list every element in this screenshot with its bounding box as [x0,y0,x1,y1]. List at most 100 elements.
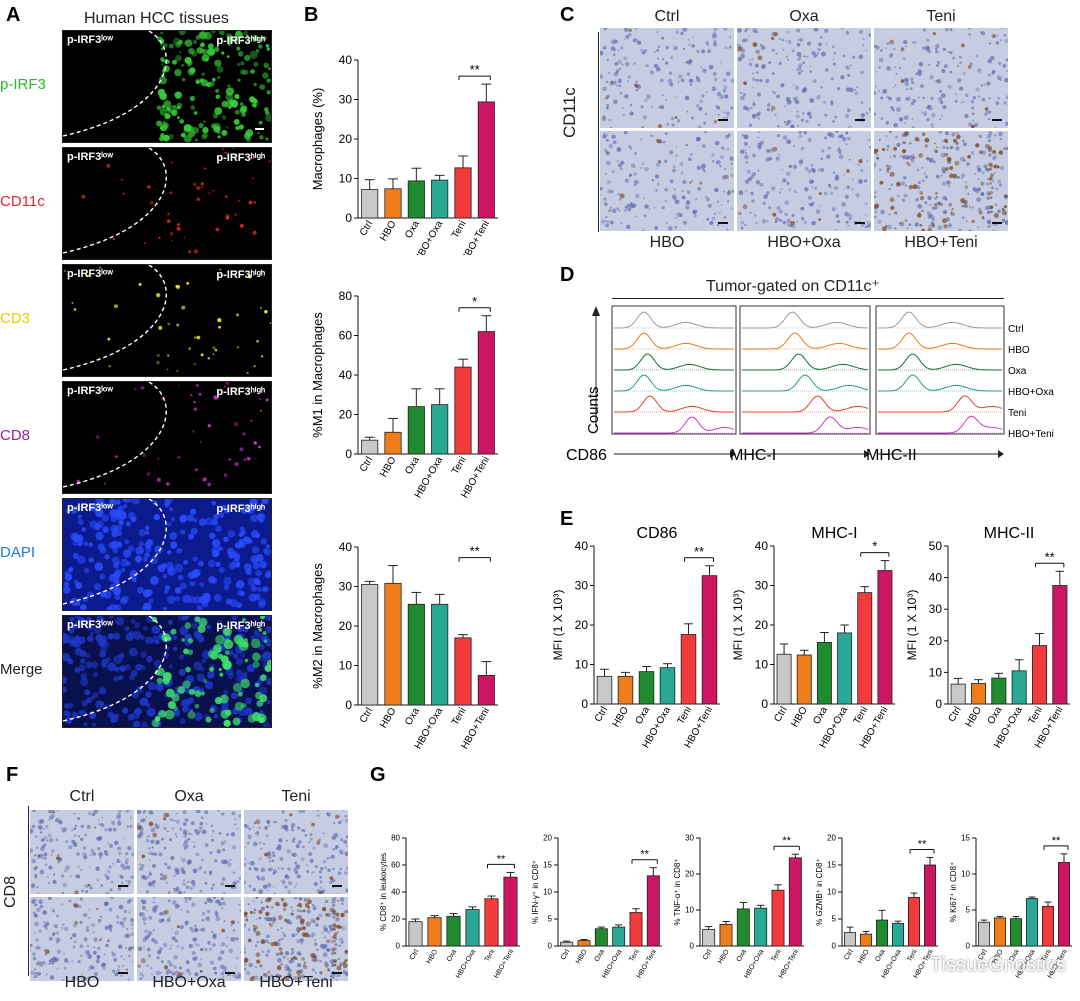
bar [908,897,921,947]
panel-letter-g: G [370,764,386,786]
y-tick-label: 20 [391,915,400,924]
category-label: Teni [484,948,497,963]
histogram-trace [614,332,734,350]
category-label: Oxa [986,705,1005,727]
panel-letter-b: B [304,4,319,26]
boundary-line [63,382,167,488]
row-label-5: Merge [0,660,43,678]
category-label: Teni [675,705,694,726]
chart-title: MHC-II [984,525,1035,542]
category-label: Teni [1026,705,1045,726]
y-tick-label: 30 [339,580,353,594]
label-high: p-IRF3ʰⁱᵍʰ [216,35,265,47]
label-low: p-IRF3ˡᵒʷ [67,34,114,46]
bar [680,634,697,705]
bar [950,683,966,705]
histogram-frame [611,305,737,435]
category-label: Oxa [446,948,459,963]
chart-title: CD86 [637,525,678,542]
ihc-image [737,28,871,128]
y-axis-label: % Ki67⁺ in CD8⁺ [949,862,958,922]
panel-c-bracket [598,32,599,232]
significance-marker: ** [470,544,480,559]
y-axis-label: %M2 in Macrophages [310,563,325,689]
category-label: Ctrl [358,219,375,238]
y-axis-label: % GZMB⁺ in CD8⁺ [815,858,824,926]
bar [384,431,402,455]
category-label: Oxa [811,705,830,727]
scale-bar [332,885,342,887]
category-label: HBO [378,455,398,479]
bar [361,189,379,219]
y-tick-label: 0 [548,942,553,951]
bar [994,917,1007,947]
bar [1058,862,1071,947]
category-label: Oxa [594,948,607,963]
y-tick-label: 20 [543,834,552,843]
y-tick-label: 0 [761,697,768,711]
ihc-image [137,810,241,894]
chart-g-tnfa: 0 10 20 30 Ctrl HBO Oxa HBO+Oxa Teni HBO+Teni **% … [670,826,812,1001]
x-axis-label: CD86 [566,447,607,464]
label-high: p-IRF3ʰⁱᵍʰ [216,620,265,632]
category-label: Ctrl [772,705,789,724]
category-label: Oxa [403,219,422,241]
category-label: HBO [789,705,809,729]
ihc-image [874,131,1008,231]
scale-bar [992,222,1002,224]
bar [465,909,480,947]
y-tick-label: 5 [548,915,553,924]
histogram-trace [614,311,734,329]
bar [736,908,750,947]
histogram-trace [742,374,869,392]
bar [596,675,613,705]
y-tick-label: 40 [339,53,353,67]
significance-marker: ** [497,853,506,865]
ihc-image [244,810,348,894]
y-tick-label: 20 [575,618,589,632]
chart-b-macrophages: 0 10 20 30 40 Ctrl HBO Oxa HBO+Oxa Teni HBO+Teni **… [306,40,506,264]
ihc-image [30,897,134,981]
column-label-bottom: HBO [649,234,685,251]
scale-bar [718,222,728,224]
legend-label: HBO+Oxa [1008,387,1054,398]
bar [431,404,449,455]
y-tick-label: 60 [391,861,400,870]
bar [503,876,518,947]
chart-e-mhc1: 0 10 20 30 40 Ctrl HBO Oxa HBO+Oxa Teni HBO+Teni * M… [728,518,903,753]
column-label-bottom: HBO [64,974,100,991]
y-tick-label: 0 [345,447,352,461]
panel-d-title: Tumor-gated on CD11c⁺ [706,278,880,295]
scale-bar [255,128,264,130]
label-low: p-IRF3ˡᵒʷ [67,502,114,514]
category-label: Oxa [874,948,887,963]
category-label: Oxa [736,948,749,963]
boundary-line [63,31,167,137]
chart-b-m2: 0 10 20 30 40 Ctrl HBO Oxa HBO+Oxa Teni HBO+Teni **… [306,535,506,765]
label-low: p-IRF3ˡᵒʷ [67,619,114,631]
column-label-top: Ctrl [654,8,680,25]
y-tick-label: 20 [339,619,353,633]
bar [702,929,716,947]
y-tick-label: 20 [929,634,943,648]
boundary-line [63,499,167,605]
category-label: Oxa [403,706,422,728]
significance-marker: ** [782,835,791,847]
chart-g-ki67: 0 5 10 15 Ctrl HBO Oxa HBO+Oxa Teni HBO+Teni **% K… [946,826,1080,1001]
significance-marker: ** [694,544,704,559]
y-tick-label: 50 [929,539,943,553]
category-label: Teni [450,706,469,727]
label-high: p-IRF3ʰⁱᵍʰ [216,269,265,281]
bar [877,570,893,705]
row-label-3: CD8 [0,426,31,444]
bar [454,366,472,455]
bar [577,940,591,947]
category-label: HBO [611,705,631,729]
fluorescence-image: p-IRF3ˡᵒʷ p-IRF3ʰⁱᵍʰ [62,30,272,143]
bar [427,917,442,947]
significance-marker: ** [640,849,649,861]
category-label: Ctrl [358,455,375,474]
bar [978,921,991,947]
bar [629,912,643,947]
bar [816,641,832,705]
